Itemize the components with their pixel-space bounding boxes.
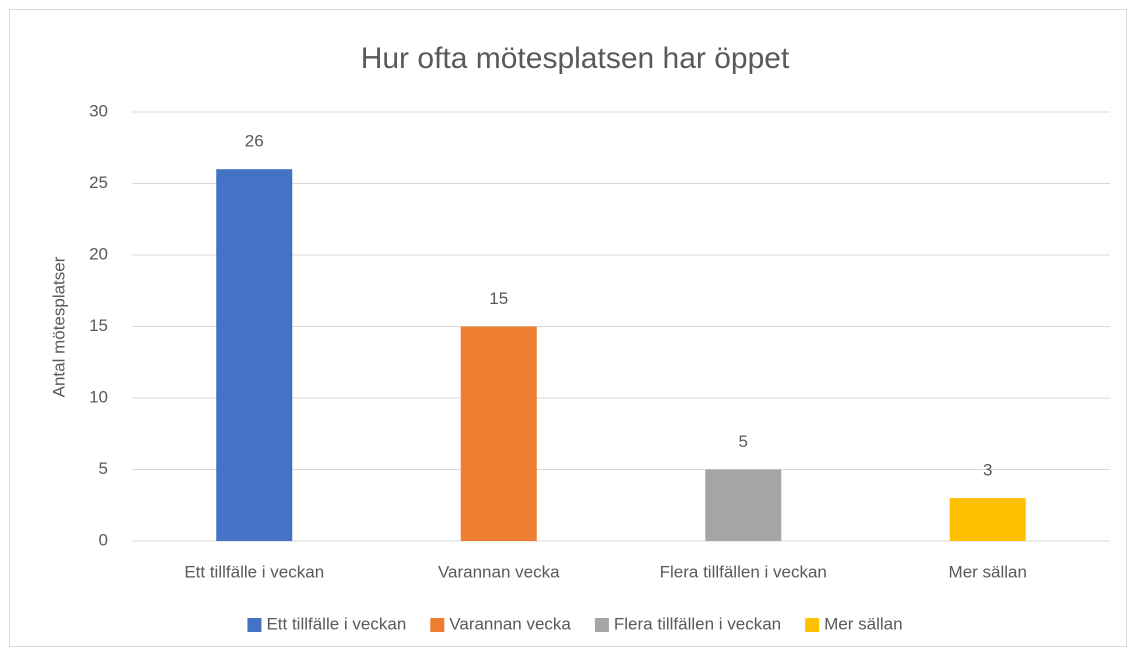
y-tick-label: 30	[89, 101, 108, 120]
y-tick-label: 10	[89, 387, 108, 406]
bar	[216, 169, 293, 541]
legend-label: Varannan vecka	[449, 614, 571, 633]
legend-label: Mer sällan	[824, 614, 902, 633]
value-label: 5	[739, 432, 748, 451]
y-tick-label: 5	[99, 459, 108, 478]
bar	[460, 326, 537, 541]
legend-swatch	[430, 618, 445, 632]
x-tick-label: Ett tillfälle i veckan	[184, 562, 324, 581]
y-tick-label: 20	[89, 244, 108, 263]
x-tick-label: Flera tillfällen i veckan	[660, 562, 827, 581]
x-tick-label: Varannan vecka	[438, 562, 560, 581]
legend-label: Flera tillfällen i veckan	[614, 614, 781, 633]
chart-title: Hur ofta mötesplatsen har öppet	[361, 42, 790, 75]
chart-border	[9, 9, 1127, 647]
legend-swatch	[805, 618, 820, 632]
value-label: 15	[489, 289, 508, 308]
legend-swatch	[594, 618, 609, 632]
legend-swatch	[247, 618, 262, 632]
y-tick-label: 0	[99, 530, 108, 549]
y-axis-label: Antal mötesplatser	[49, 256, 68, 397]
value-label: 3	[983, 461, 992, 480]
legend-label: Ett tillfälle i veckan	[266, 614, 406, 633]
bar	[705, 469, 782, 541]
y-tick-label: 25	[89, 173, 108, 192]
value-label: 26	[245, 132, 264, 151]
y-tick-label: 15	[89, 316, 108, 335]
x-tick-label: Mer sällan	[949, 562, 1027, 581]
bar	[949, 498, 1026, 541]
